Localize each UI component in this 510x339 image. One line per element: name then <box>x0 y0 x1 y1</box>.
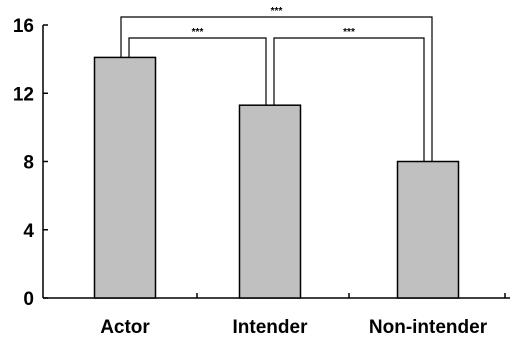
y-tick-label: 0 <box>23 289 34 310</box>
significance-brackets: *** *** *** <box>120 6 433 162</box>
significance-label: *** <box>271 6 283 17</box>
labels-layer: 0 4 8 12 16 Actor Intender Non-intender <box>13 16 488 338</box>
bracket-0-2 <box>120 16 433 162</box>
significance-label: *** <box>192 27 204 38</box>
bars-layer <box>93 56 460 299</box>
y-tick-label: 12 <box>13 84 34 105</box>
bar-actor <box>93 56 157 299</box>
bracket-1-2 <box>273 37 425 162</box>
y-tick-label: 8 <box>23 153 34 174</box>
x-tick-label: Non-intender <box>369 317 488 338</box>
bar-non-intender <box>396 160 460 299</box>
bar-intender <box>238 104 302 299</box>
significance-label: *** <box>343 27 355 38</box>
x-tick-label: Actor <box>100 317 150 338</box>
y-tick-label: 16 <box>13 16 34 37</box>
bracket-0-1 <box>128 37 267 106</box>
y-tick-label: 4 <box>23 221 34 242</box>
x-tick-label: Intender <box>233 317 309 338</box>
